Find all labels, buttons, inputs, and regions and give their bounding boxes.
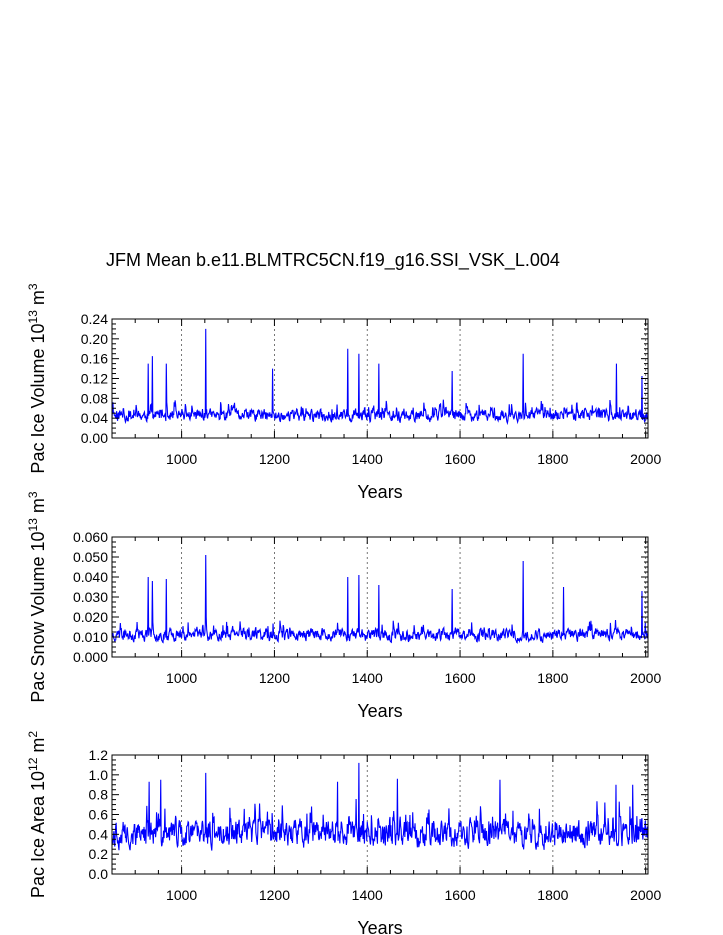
y-axis-title-main: Pac Ice Volume 10 bbox=[28, 323, 48, 473]
x-tick-label: 2000 bbox=[630, 670, 661, 686]
y-axis-title-unit-exp: 2 bbox=[26, 731, 40, 738]
y-tick-label: 0.00 bbox=[81, 430, 108, 446]
y-axis-title: Pac Snow Volume 1013 m3 bbox=[26, 491, 48, 702]
y-tick-label: 0.030 bbox=[73, 589, 108, 605]
x-tick-label: 2000 bbox=[630, 451, 661, 467]
y-tick-label: 0.0 bbox=[89, 866, 109, 882]
y-axis-title-unit-exp: 3 bbox=[26, 491, 40, 498]
x-tick-label: 1400 bbox=[352, 670, 383, 686]
series-line-2 bbox=[111, 554, 649, 644]
series-line-3 bbox=[111, 762, 649, 851]
y-tick-label: 0.04 bbox=[81, 410, 108, 426]
x-tick-label: 1400 bbox=[352, 887, 383, 903]
y-axis-title: Pac Ice Volume 1013 m3 bbox=[26, 283, 48, 473]
y-tick-label: 0.24 bbox=[81, 311, 108, 327]
x-tick-label: 1200 bbox=[259, 451, 290, 467]
plot-frame-3 bbox=[111, 754, 649, 875]
y-axis-title-unit: m bbox=[28, 290, 48, 310]
plot-frame-1 bbox=[111, 318, 649, 439]
x-tick-label: 1200 bbox=[259, 670, 290, 686]
y-tick-label: 0.20 bbox=[81, 331, 108, 347]
x-tick-label: 1800 bbox=[537, 451, 568, 467]
y-tick-label: 0.020 bbox=[73, 609, 108, 625]
y-tick-label: 0.12 bbox=[81, 371, 108, 387]
x-tick-label: 1000 bbox=[166, 451, 197, 467]
series-line-1 bbox=[111, 328, 649, 426]
y-tick-label: 1.0 bbox=[89, 767, 109, 783]
x-tick-label: 1600 bbox=[444, 670, 475, 686]
y-axis-title-exp: 13 bbox=[26, 310, 40, 324]
y-tick-label: 0.060 bbox=[73, 529, 108, 545]
x-tick-label: 1600 bbox=[444, 451, 475, 467]
y-tick-label: 0.010 bbox=[73, 629, 108, 645]
y-axis-title-exp: 12 bbox=[26, 757, 40, 771]
y-tick-label: 0.050 bbox=[73, 549, 108, 565]
y-axis-title-exp: 13 bbox=[26, 518, 40, 532]
panel-2: 1000 1200 1400 1600 1800 2000 0.000 0.010 0.020 0… bbox=[26, 491, 661, 721]
y-tick-label: 1.2 bbox=[89, 747, 109, 763]
x-axis-title: Years bbox=[357, 918, 402, 935]
panel-1: 1000 1200 1400 1600 1800 2000 0.00 0.04 0.08 0.12… bbox=[26, 283, 661, 502]
x-axis-title: Years bbox=[357, 701, 402, 721]
y-tick-label: 0.8 bbox=[89, 787, 109, 803]
y-axis-title-unit: m bbox=[28, 738, 48, 758]
chart-title: JFM Mean b.e11.BLMTRC5CN.f19_g16.SSI_VSK… bbox=[106, 250, 560, 271]
y-axis-title-unit: m bbox=[28, 498, 48, 518]
y-axis-title: Pac Ice Area 1012 m2 bbox=[26, 731, 48, 898]
y-tick-label: 0.000 bbox=[73, 649, 108, 665]
x-tick-label: 1200 bbox=[259, 887, 290, 903]
y-axis-title-main: Pac Ice Area 10 bbox=[28, 771, 48, 898]
x-tick-label: 1600 bbox=[444, 887, 475, 903]
y-tick-label: 0.08 bbox=[81, 390, 108, 406]
x-tick-label: 1000 bbox=[166, 670, 197, 686]
y-tick-label: 0.2 bbox=[89, 846, 109, 862]
y-tick-label: 0.040 bbox=[73, 569, 108, 585]
x-tick-label: 1000 bbox=[166, 887, 197, 903]
x-tick-label: 1800 bbox=[537, 887, 568, 903]
y-tick-label: 0.6 bbox=[89, 807, 109, 823]
x-tick-label: 2000 bbox=[630, 887, 661, 903]
panels-group: 1000 1200 1400 1600 1800 2000 0.00 0.04 0.08 0.12… bbox=[26, 283, 661, 935]
y-tick-label: 0.4 bbox=[89, 826, 109, 842]
x-tick-label: 1400 bbox=[352, 451, 383, 467]
x-axis-title: Years bbox=[357, 482, 402, 502]
y-axis-title-unit-exp: 3 bbox=[26, 283, 40, 290]
y-axis-title-main: Pac Snow Volume 10 bbox=[28, 531, 48, 702]
panel-3: 1000 1200 1400 1600 1800 2000 0.0 0.2 0.4 0.6 0.8 1… bbox=[26, 731, 661, 935]
y-tick-label: 0.16 bbox=[81, 351, 108, 367]
x-tick-label: 1800 bbox=[537, 670, 568, 686]
